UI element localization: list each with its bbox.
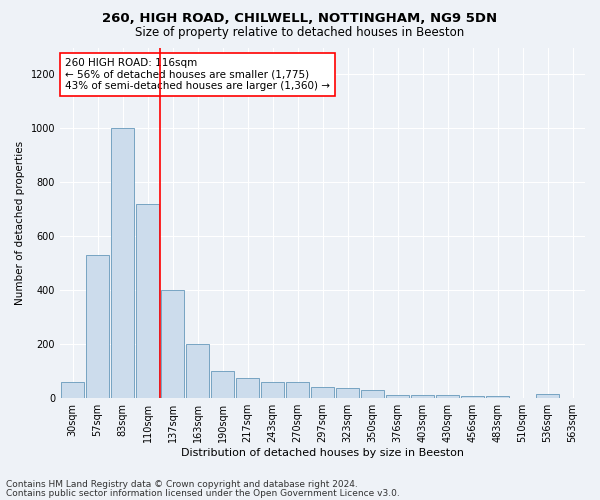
Bar: [260, 382, 284, 398]
Bar: [335, 388, 359, 398]
Bar: [161, 290, 184, 398]
Text: 260 HIGH ROAD: 116sqm
← 56% of detached houses are smaller (1,775)
43% of semi-d: 260 HIGH ROAD: 116sqm ← 56% of detached …: [65, 58, 330, 91]
Text: 260, HIGH ROAD, CHILWELL, NOTTINGHAM, NG9 5DN: 260, HIGH ROAD, CHILWELL, NOTTINGHAM, NG…: [103, 12, 497, 26]
Bar: [361, 390, 385, 398]
Bar: [61, 382, 85, 398]
Bar: [236, 378, 259, 398]
Y-axis label: Number of detached properties: Number of detached properties: [15, 140, 25, 304]
Bar: [410, 395, 434, 398]
Text: Contains public sector information licensed under the Open Government Licence v3: Contains public sector information licen…: [6, 488, 400, 498]
Bar: [286, 382, 310, 398]
Text: Contains HM Land Registry data © Crown copyright and database right 2024.: Contains HM Land Registry data © Crown c…: [6, 480, 358, 489]
Bar: [86, 255, 109, 398]
Bar: [136, 204, 160, 398]
Bar: [536, 394, 559, 398]
Bar: [436, 395, 460, 398]
Bar: [185, 344, 209, 398]
Bar: [311, 387, 334, 398]
Bar: [461, 396, 484, 398]
Bar: [211, 371, 235, 398]
Text: Size of property relative to detached houses in Beeston: Size of property relative to detached ho…: [136, 26, 464, 39]
Bar: [386, 395, 409, 398]
X-axis label: Distribution of detached houses by size in Beeston: Distribution of detached houses by size …: [181, 448, 464, 458]
Bar: [110, 128, 134, 398]
Bar: [485, 396, 509, 398]
